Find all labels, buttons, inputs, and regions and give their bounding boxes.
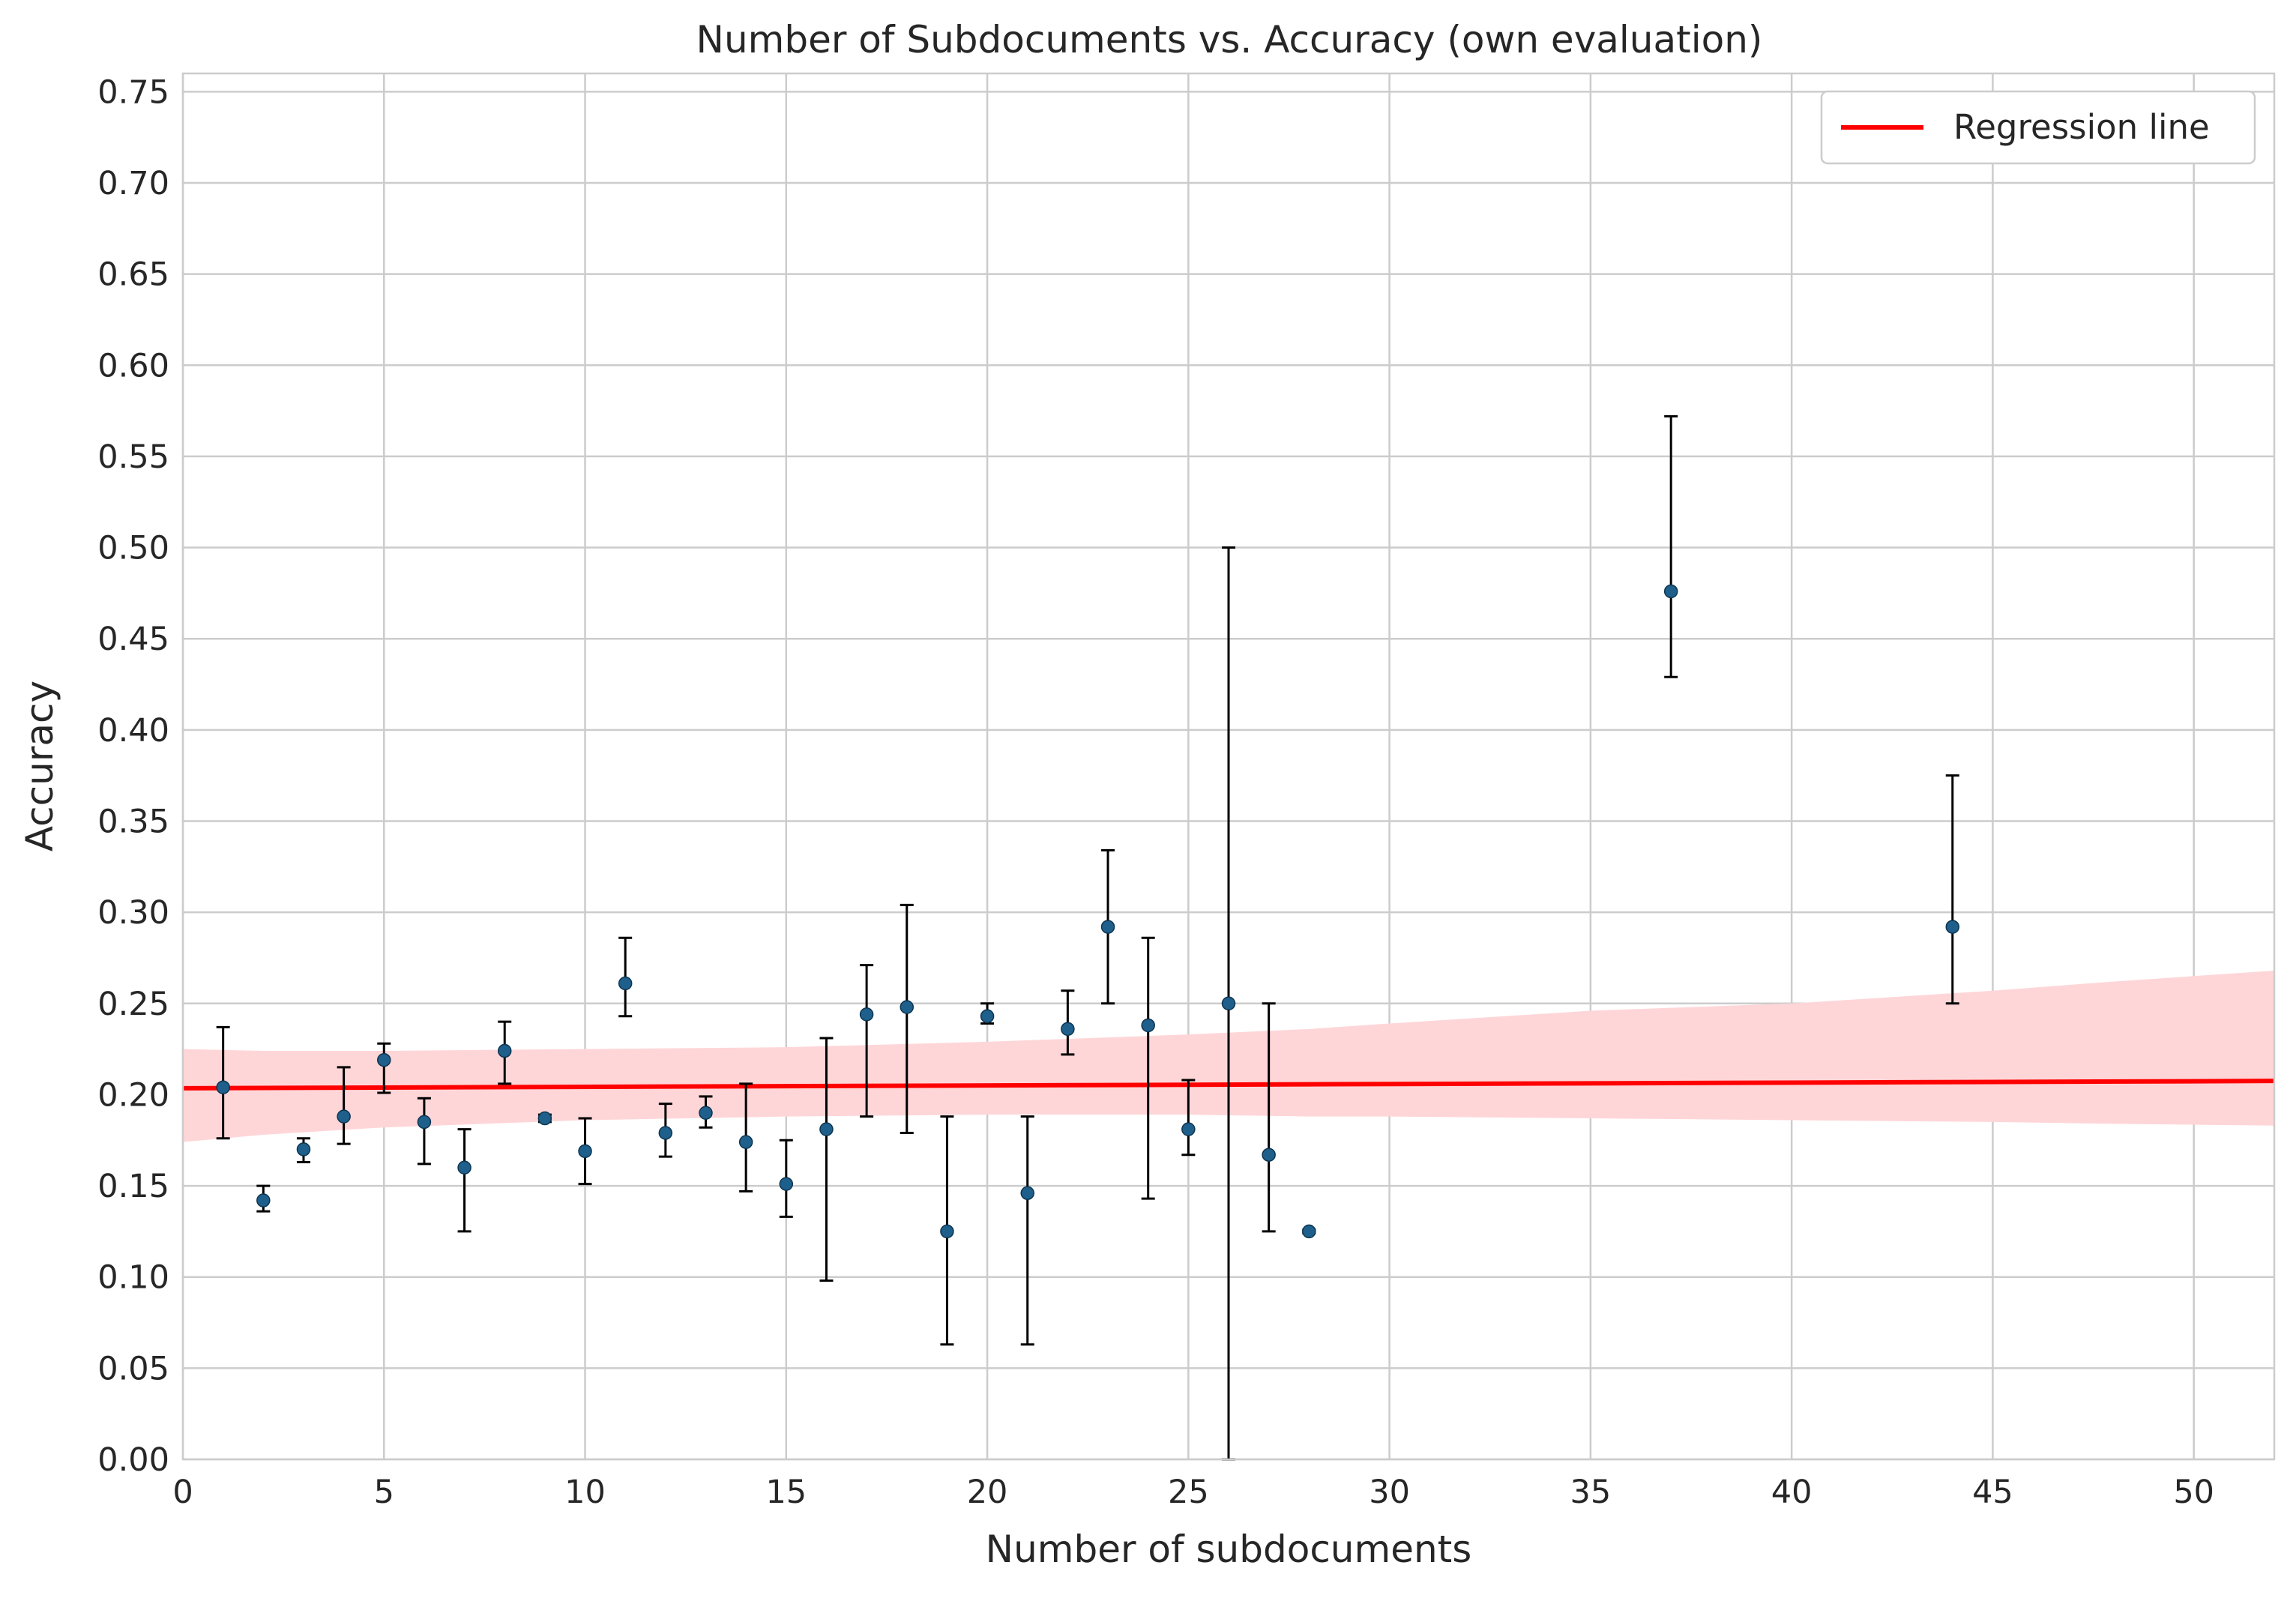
- data-point: [738, 1135, 753, 1149]
- data-point: [256, 1193, 271, 1207]
- y-tick-label: 0.35: [97, 803, 169, 840]
- x-tick-label: 40: [1771, 1474, 1813, 1511]
- y-tick-label: 0.30: [97, 894, 169, 932]
- x-tick-label: 0: [172, 1474, 193, 1511]
- legend: Regression line: [1820, 90, 2256, 165]
- data-point: [377, 1052, 391, 1067]
- y-axis-label: Accuracy: [18, 681, 61, 851]
- data-point: [1221, 996, 1236, 1011]
- data-point: [980, 1009, 995, 1024]
- point-layer: [216, 584, 1960, 1239]
- x-tick-label: 45: [1972, 1474, 2013, 1511]
- data-point: [859, 1007, 874, 1022]
- data-point: [497, 1043, 512, 1058]
- data-point: [417, 1115, 432, 1130]
- y-tick-label: 0.05: [97, 1350, 169, 1387]
- y-tick-label: 0.40: [97, 712, 169, 750]
- y-tick-label: 0.00: [97, 1441, 169, 1479]
- y-tick-label: 0.50: [97, 530, 169, 567]
- data-point: [1181, 1122, 1196, 1136]
- data-point: [819, 1122, 834, 1136]
- chart-title: Number of Subdocuments vs. Accuracy (own…: [696, 18, 1763, 61]
- x-tick-label: 35: [1570, 1474, 1612, 1511]
- x-tick-label: 20: [967, 1474, 1008, 1511]
- y-tick-label: 0.10: [97, 1259, 169, 1297]
- y-tick-label: 0.20: [97, 1076, 169, 1114]
- y-tick-labels: 0.00 0.05 0.10 0.15 0.20 0.25 0.30 0.35 0.40 0.45…: [97, 73, 169, 1479]
- data-point: [1100, 920, 1115, 934]
- y-tick-label: 0.60: [97, 347, 169, 385]
- data-point: [699, 1106, 713, 1120]
- x-tick-label: 25: [1168, 1474, 1209, 1511]
- data-point: [1061, 1022, 1075, 1037]
- data-point: [1302, 1224, 1316, 1239]
- legend-box: [1820, 90, 2256, 165]
- data-point: [900, 1000, 915, 1014]
- x-tick-label: 50: [2173, 1474, 2214, 1511]
- y-tick-label: 0.70: [97, 165, 169, 202]
- data-point: [1141, 1018, 1155, 1033]
- y-tick-label: 0.55: [97, 438, 169, 476]
- data-point: [940, 1224, 954, 1239]
- y-tick-label: 0.15: [97, 1168, 169, 1205]
- x-tick-label: 5: [374, 1474, 394, 1511]
- data-point: [337, 1109, 351, 1124]
- data-point: [1020, 1186, 1034, 1201]
- data-point: [779, 1177, 794, 1191]
- y-tick-label: 0.45: [97, 621, 169, 658]
- y-tick-label: 0.65: [97, 256, 169, 294]
- x-tick-labels: 0 5 10 15 20 25 30 35 40 45 50: [172, 1474, 2214, 1511]
- data-point: [618, 976, 633, 991]
- data-point: [537, 1111, 552, 1126]
- x-axis-label: Number of subdocuments: [986, 1528, 1472, 1571]
- x-tick-label: 30: [1369, 1474, 1410, 1511]
- y-tick-label: 0.75: [97, 73, 169, 111]
- data-point: [1663, 584, 1678, 599]
- data-point: [1262, 1148, 1276, 1162]
- data-point: [296, 1142, 311, 1157]
- data-point: [658, 1126, 673, 1140]
- data-point: [1945, 920, 1960, 934]
- data-point: [216, 1080, 230, 1094]
- data-point: [578, 1144, 592, 1159]
- x-tick-label: 15: [765, 1474, 807, 1511]
- legend-label-regression: Regression line: [1953, 107, 2210, 147]
- y-tick-label: 0.25: [97, 986, 169, 1023]
- plot-frame: [181, 72, 2276, 1461]
- data-point: [457, 1160, 471, 1175]
- x-tick-label: 10: [564, 1474, 606, 1511]
